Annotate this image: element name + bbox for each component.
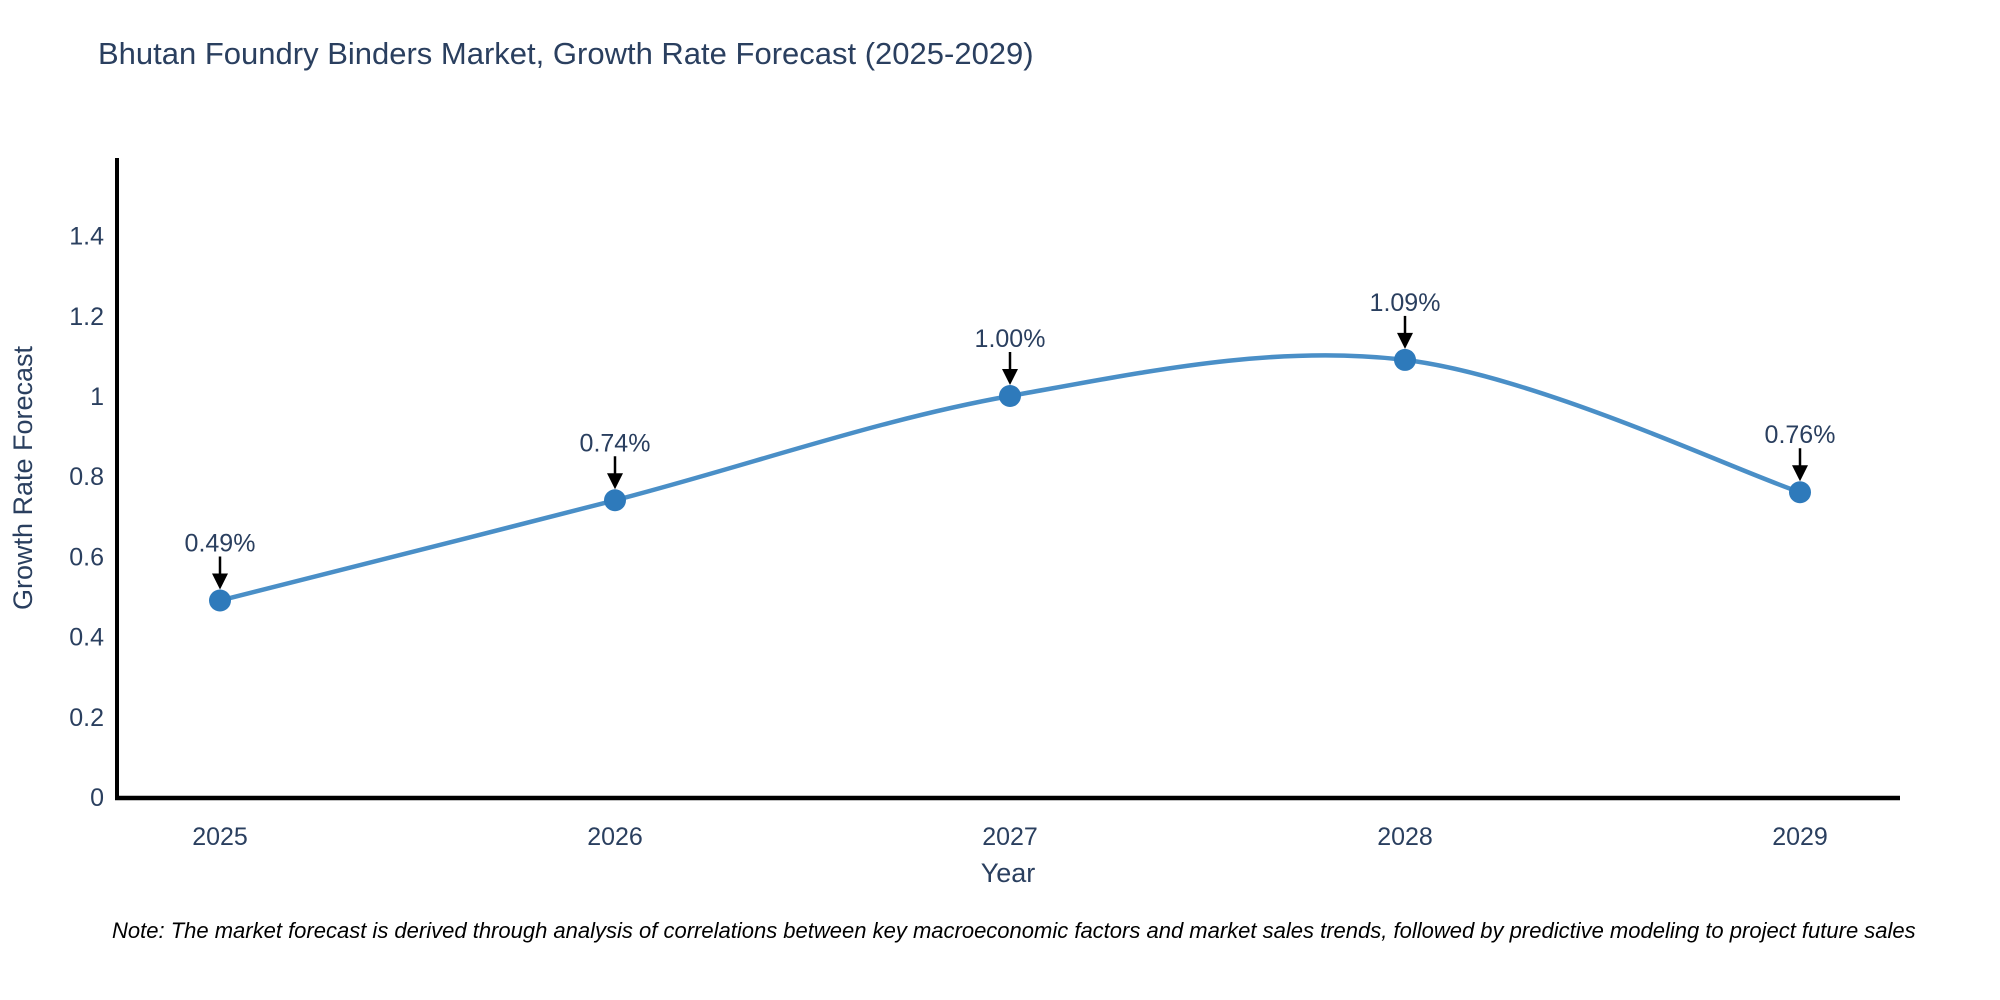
x-tick-label: 2028 bbox=[1377, 823, 1433, 851]
data-point-2025[interactable] bbox=[209, 589, 231, 612]
data-point-2029[interactable] bbox=[1789, 481, 1811, 504]
data-label: 0.76% bbox=[1765, 421, 1836, 449]
data-label: 0.49% bbox=[185, 530, 256, 558]
data-point-2027[interactable] bbox=[999, 385, 1021, 407]
data-label: 0.74% bbox=[580, 429, 651, 457]
x-axis-title: Year bbox=[980, 858, 1036, 888]
annotation-arrowhead-icon bbox=[1397, 332, 1413, 349]
x-tick-label: 2026 bbox=[587, 823, 643, 851]
annotation-arrowhead-icon bbox=[607, 473, 623, 490]
y-tick-label: 0 bbox=[90, 784, 104, 812]
data-label: 1.09% bbox=[1370, 289, 1441, 317]
annotation-arrowhead-icon bbox=[1792, 465, 1808, 482]
y-tick-label: 1 bbox=[90, 383, 104, 411]
y-tick-label: 0.6 bbox=[69, 543, 104, 571]
y-tick-label: 0.2 bbox=[69, 704, 104, 732]
annotation-arrowhead-icon bbox=[212, 573, 228, 590]
x-tick-label: 2025 bbox=[192, 823, 248, 851]
y-tick-label: 1.2 bbox=[69, 303, 104, 331]
y-tick-label: 1.4 bbox=[69, 223, 104, 251]
x-tick-label: 2029 bbox=[1772, 823, 1828, 851]
data-label: 1.00% bbox=[975, 325, 1046, 353]
data-point-2028[interactable] bbox=[1394, 348, 1416, 371]
chart-title: Bhutan Foundry Binders Market, Growth Ra… bbox=[98, 36, 1034, 71]
y-tick-label: 0.8 bbox=[69, 463, 104, 491]
data-point-2026[interactable] bbox=[604, 489, 626, 512]
y-tick-label: 0.4 bbox=[69, 624, 104, 652]
annotation-arrowhead-icon bbox=[1002, 369, 1018, 385]
footnote: Note: The market forecast is derived thr… bbox=[112, 918, 1916, 943]
x-tick-label: 2027 bbox=[982, 823, 1038, 851]
